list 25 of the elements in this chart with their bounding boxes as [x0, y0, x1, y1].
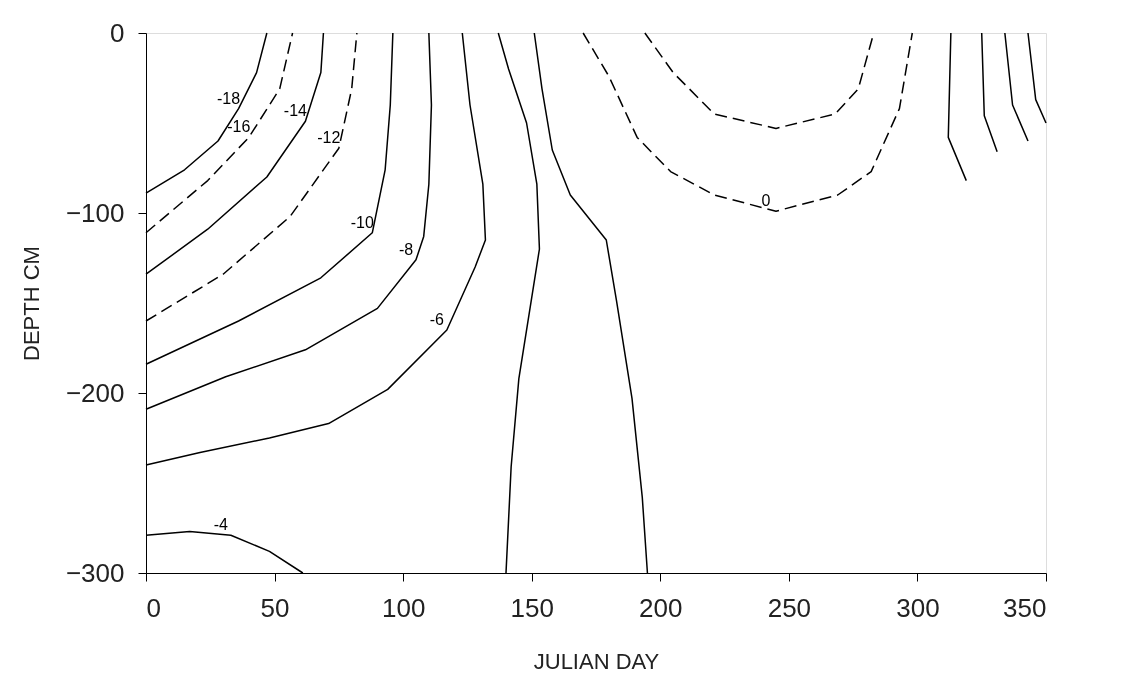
x-tick-label: 0 [146, 592, 161, 623]
y-tick-label: −300 [65, 557, 125, 588]
y-axis-title: DEPTH CM [18, 246, 44, 361]
x-tick-label: 350 [1003, 592, 1047, 623]
x-tick-label: 250 [767, 592, 812, 623]
line-series [644, 32, 875, 130]
x-axis-title: JULIAN DAY [533, 648, 660, 674]
x-tick-label: 150 [510, 592, 554, 623]
y-tick-label: −100 [65, 197, 125, 228]
series-label: -10 [350, 213, 374, 231]
series-label: -14 [283, 102, 308, 120]
series-label: -8 [398, 240, 414, 258]
series-label: -18 [217, 89, 241, 107]
x-tick-label: 200 [639, 592, 683, 623]
y-tick-label: 0 [110, 17, 125, 48]
y-tick-label: −200 [65, 377, 125, 408]
series-label: -16 [227, 118, 251, 136]
x-tick-label: 50 [260, 592, 290, 623]
series-label: -6 [429, 311, 445, 328]
series-label: -12 [317, 129, 341, 147]
line-series [582, 32, 914, 212]
x-tick-label: 100 [381, 592, 426, 623]
series-label: -4 [213, 516, 229, 534]
series-label: 0 [761, 192, 771, 210]
x-tick-label: 300 [896, 592, 940, 623]
